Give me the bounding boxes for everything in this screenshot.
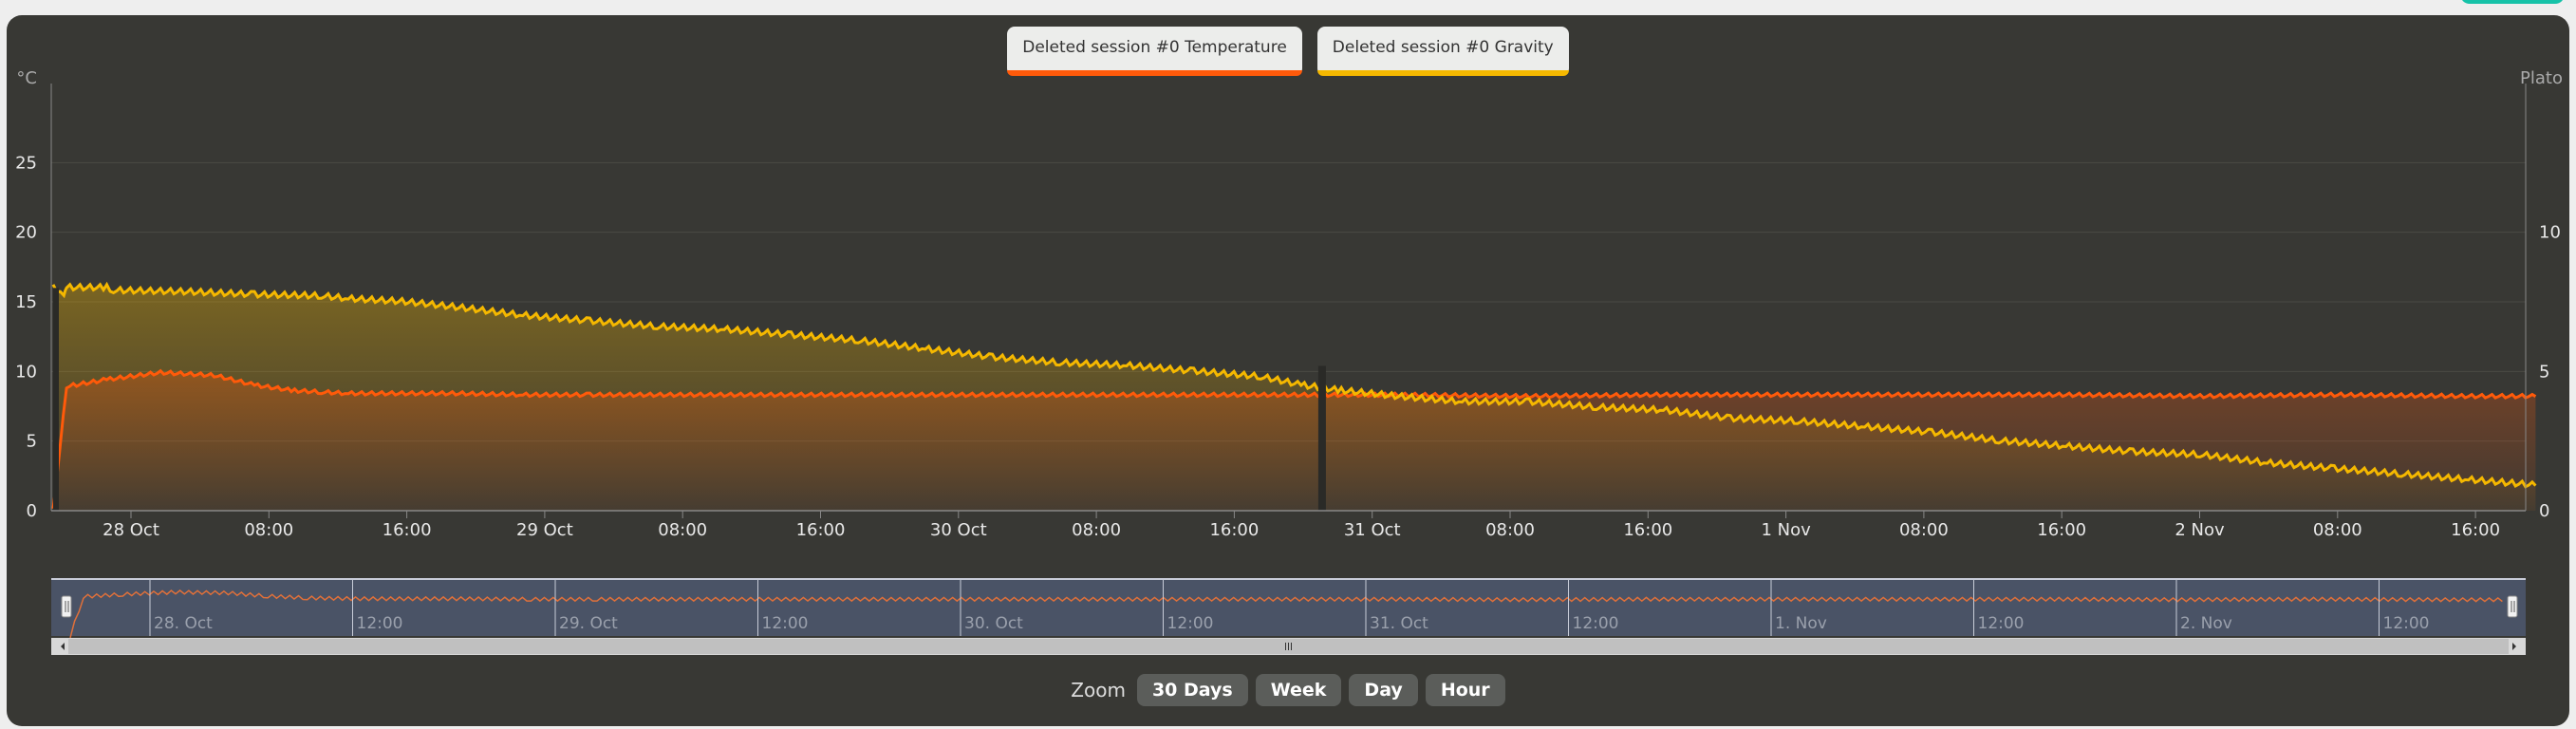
x-tick-label: 16:00 [1209,520,1259,540]
zoom-day-button[interactable]: Day [1349,674,1418,706]
legend-item-temperature[interactable]: Deleted session #0 Temperature [1007,27,1302,76]
zoom-hour-button[interactable]: Hour [1425,674,1505,706]
y-left-unit: °C [16,68,37,88]
y-right-tick-label: 5 [2539,362,2549,382]
zoom-controls: Zoom 30 Days Week Day Hour [7,674,2569,706]
navigator-label: 31. Oct [1370,614,1428,633]
x-tick-label: 08:00 [2313,520,2362,540]
navigator-series [69,589,2503,639]
x-tick-label: 1 Nov [1761,520,1811,540]
x-tick-label: 08:00 [244,520,293,540]
navigator-label: 12:00 [1978,614,2025,633]
chart-panel: Deleted session #0 Temperature Deleted s… [7,15,2569,726]
legend-gravity-swatch [1316,70,1569,76]
x-tick-label: 28 Oct [103,520,159,540]
y-left-tick-label: 25 [15,153,37,173]
y-right-tick-label: 10 [2539,223,2561,243]
navigator-label: 12:00 [762,614,809,633]
navigator-label: 28. Oct [154,614,213,633]
navigator-label: 12:00 [1573,614,1619,633]
scroll-right-arrow [2512,643,2516,650]
navigator-handle-left [61,595,72,618]
x-tick-label: 29 Oct [516,520,573,540]
x-tick-label: 30 Oct [930,520,987,540]
y-right-unit: Plato [2520,68,2563,88]
x-tick-label: 08:00 [1899,520,1949,540]
navigator-label: 12:00 [357,614,403,633]
zoom-label: Zoom [1071,679,1126,701]
navigator-label: 29. Oct [559,614,618,633]
legend-item-gravity-label: Deleted session #0 Gravity [1332,38,1554,57]
header-tab-edge[interactable] [2460,0,2565,4]
navigator-mask [51,579,2526,636]
x-tick-label: 16:00 [1623,520,1672,540]
x-tick-label: 31 Oct [1344,520,1401,540]
data-gap-bar [1317,365,1326,511]
temperature-area [53,370,2536,511]
x-tick-label: 16:00 [383,520,432,540]
chart-svg[interactable]: 0 5 10 15 20 25 0 5 10 °C Plato 28 Oct 08:00 16:00 29 … [7,15,2569,670]
x-tick-label: 16:00 [2451,520,2500,540]
x-tick-label: 16:00 [2037,520,2086,540]
navigator-label: 12:00 [1167,614,1214,633]
x-tick-label: 08:00 [658,520,707,540]
start-gap-bar [53,288,59,511]
temperature-line [51,368,2537,509]
y-left-tick-label: 20 [15,223,37,243]
navigator-label: 2. Nov [2180,614,2232,633]
zoom-30-days-button[interactable]: 30 Days [1136,674,1248,706]
zoom-week-button[interactable]: Week [1255,674,1342,706]
legend-item-temperature-label: Deleted session #0 Temperature [1022,38,1287,57]
legend-item-gravity[interactable]: Deleted session #0 Gravity [1316,27,1569,76]
scroll-left-arrow [61,643,65,650]
x-tick-label: 16:00 [796,520,846,540]
y-left-tick-label: 5 [27,432,37,452]
navigator[interactable]: 28. Oct 12:00 29. Oct 12:00 30. Oct 12:00 31. … [51,578,2526,655]
x-tick-label: 2 Nov [2175,520,2225,540]
y-right-tick-label: 0 [2539,501,2549,521]
y-left-tick-label: 10 [15,362,37,382]
legend-temperature-swatch [1007,70,1302,76]
x-tick-label: 08:00 [1072,520,1121,540]
y-left-tick-label: 15 [15,292,37,312]
navigator-label: 1. Nov [1775,614,1827,633]
series-areas [53,284,2536,511]
chart-legend: Deleted session #0 Temperature Deleted s… [7,27,2569,76]
series-lines [51,281,2537,511]
navigator-label: 30. Oct [964,614,1023,633]
navigator-label: 12:00 [2383,614,2430,633]
axes: 0 5 10 15 20 25 0 5 10 °C Plato 28 Oct 08:00 16:00 29 … [15,68,2563,540]
y-left-tick-label: 0 [27,501,37,521]
navigator-handle-right [2507,595,2518,618]
x-tick-label: 08:00 [1485,520,1535,540]
gravity-line [51,281,2537,489]
